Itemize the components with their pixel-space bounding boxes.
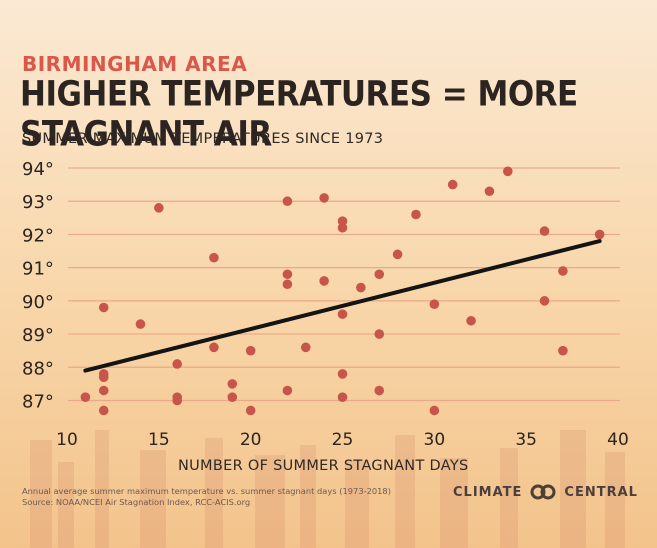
scatter-point xyxy=(98,385,109,396)
scatter-points xyxy=(80,166,605,416)
chart-gridlines xyxy=(68,167,620,402)
x-tick-label: 40 xyxy=(607,430,629,450)
y-tick-label: 92° xyxy=(22,225,54,246)
scatter-point xyxy=(227,379,238,389)
trendline xyxy=(83,239,602,373)
x-tick-label: 35 xyxy=(515,430,537,450)
scatter-point xyxy=(539,226,550,236)
scatter-point xyxy=(154,203,164,213)
y-tick-label: 87° xyxy=(22,392,54,413)
chart-headline: HIGHER TEMPERATURES = MORE STAGNANT AIR xyxy=(20,74,578,155)
x-axis-title: NUMBER OF SUMMER STAGNANT DAYS xyxy=(178,458,469,474)
scatter-point xyxy=(282,269,293,280)
scatter-point xyxy=(374,329,385,339)
scatter-point xyxy=(209,252,219,263)
scatter-point xyxy=(411,209,421,220)
scatter-point xyxy=(172,359,182,369)
footnote: Annual average summer maximum temperatur… xyxy=(22,486,391,508)
x-tick-label: 25 xyxy=(332,430,354,450)
chart-subtitle: SUMMER MAXIMUM TEMPERATURES SINCE 1973 xyxy=(22,131,384,147)
y-tick-label: 89° xyxy=(22,325,54,346)
scatter-point xyxy=(374,269,385,280)
scatter-point xyxy=(429,299,440,309)
scatter-point xyxy=(209,342,219,353)
scatter-point xyxy=(245,405,256,416)
scatter-point xyxy=(300,342,311,353)
footnote-source: Source: NOAA/NCEI Air Stagnation Index, … xyxy=(22,497,251,507)
brand-word-left: CLIMATE xyxy=(453,484,523,500)
scatter-point xyxy=(429,405,440,416)
scatter-point xyxy=(337,309,348,319)
scatter-point xyxy=(319,276,329,286)
scatter-point xyxy=(282,385,293,396)
x-tick-label: 30 xyxy=(424,430,446,450)
climate-central-logo: CLIMATE CENTRAL xyxy=(453,484,638,500)
scatter-point xyxy=(98,302,109,313)
city-skyline-backdrop xyxy=(30,430,625,548)
scatter-point xyxy=(80,392,91,402)
scatter-point xyxy=(135,319,146,329)
scatter-point xyxy=(374,385,385,396)
scatter-point xyxy=(484,186,495,197)
trendline-group xyxy=(83,239,602,373)
scatter-point xyxy=(466,315,476,326)
scatter-point xyxy=(245,345,256,356)
y-axis-ticks: 87° 88° 89° 90° 91° 92° 93° 94° xyxy=(22,159,54,413)
scatter-point xyxy=(282,279,293,290)
scatter-point xyxy=(558,266,568,276)
y-tick-label: 93° xyxy=(22,192,54,213)
scatter-point xyxy=(98,372,109,383)
y-tick-label: 94° xyxy=(22,159,54,180)
x-tick-label: 20 xyxy=(240,430,262,450)
scatter-point xyxy=(98,405,109,416)
scatter-point xyxy=(356,282,366,293)
brand-word-right: CENTRAL xyxy=(564,484,638,500)
y-tick-label: 88° xyxy=(22,358,54,379)
chart-kicker: BIRMINGHAM AREA xyxy=(22,52,248,76)
scatter-point xyxy=(594,229,605,240)
scatter-point xyxy=(227,392,238,402)
scatter-point xyxy=(319,193,329,203)
x-tick-label: 10 xyxy=(56,430,78,450)
scatter-point xyxy=(337,369,348,379)
scatter-point xyxy=(447,179,458,190)
footnote-description: Annual average summer maximum temperatur… xyxy=(22,486,391,496)
linked-circles-icon xyxy=(530,484,556,500)
scatter-point xyxy=(539,296,550,306)
x-tick-label: 15 xyxy=(148,430,170,450)
scatter-point xyxy=(172,395,182,406)
scatter-point xyxy=(282,196,293,207)
scatter-point xyxy=(392,249,403,260)
scatter-point xyxy=(337,216,348,226)
scatter-point xyxy=(558,345,568,356)
y-tick-label: 90° xyxy=(22,292,54,313)
scatter-point xyxy=(337,392,348,402)
scatter-point xyxy=(503,166,513,177)
scatter-point xyxy=(337,222,348,233)
y-tick-label: 91° xyxy=(22,259,54,280)
x-axis-ticks: 10 15 20 25 30 35 40 xyxy=(56,430,629,450)
